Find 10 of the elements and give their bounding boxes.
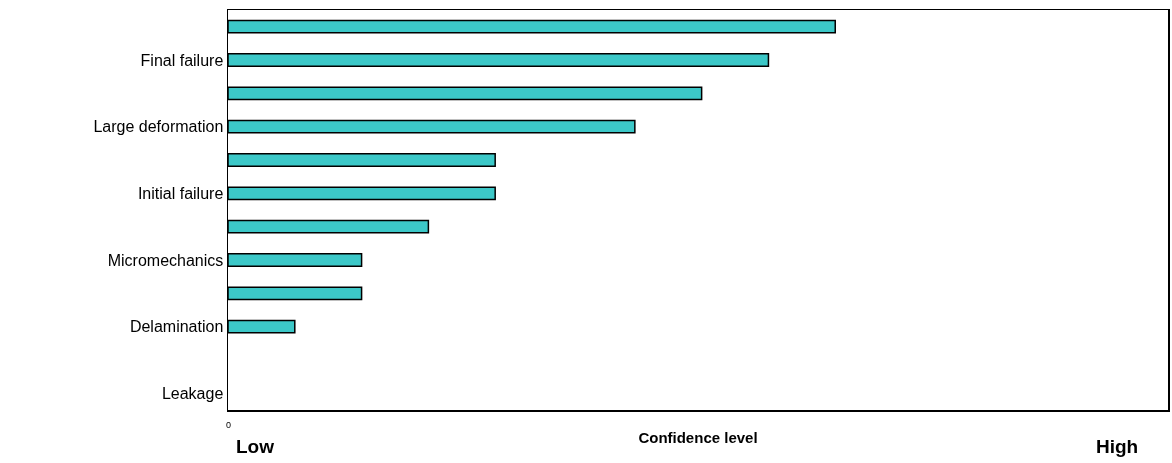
x-axis-title: Confidence level [638, 429, 758, 447]
y-tick-label: Large deformation [93, 118, 224, 136]
y-tick-label: Final failure [140, 51, 224, 69]
y-tick-label: Delamination [129, 318, 224, 336]
y-tick-label: Micromechanics [107, 251, 224, 269]
text: High [1096, 436, 1139, 457]
y-tick-label: Initial failure [137, 184, 224, 202]
text: 0 [226, 420, 232, 430]
text: Low [236, 436, 275, 457]
y-tick-label: Leakage [161, 384, 224, 402]
